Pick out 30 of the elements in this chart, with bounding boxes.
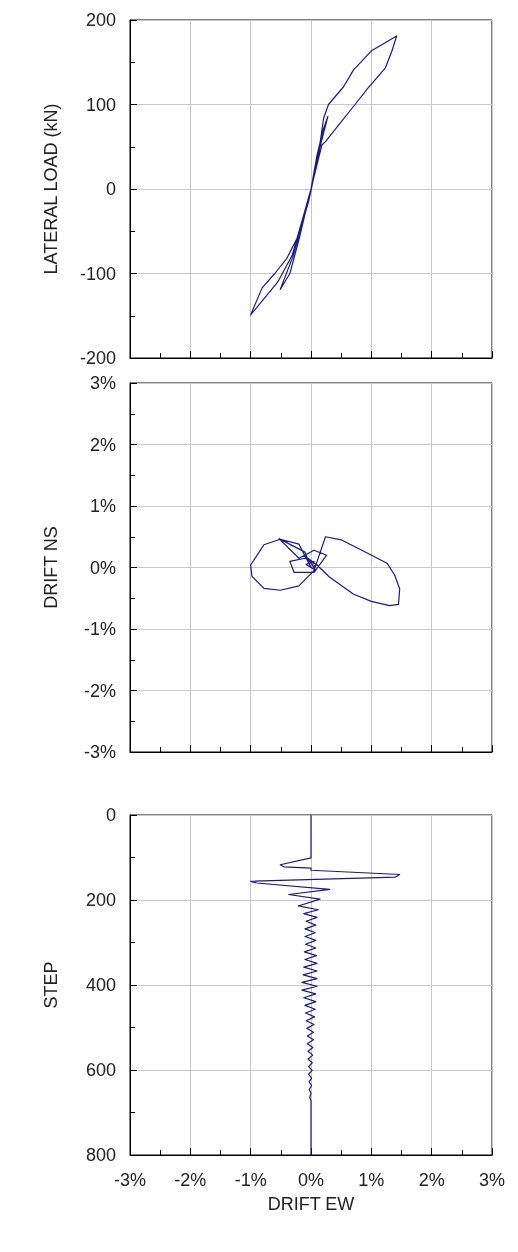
x-tick-label: -1% <box>234 1170 267 1190</box>
y-tick-label: 0 <box>105 805 116 825</box>
y-tick-label: -2% <box>83 680 116 701</box>
y-tick-label: 600 <box>85 1060 116 1080</box>
y-tick-label: 3% <box>89 373 116 393</box>
y-tick-label: 800 <box>85 1145 116 1165</box>
y-axis-title: DRIFT NS <box>41 526 61 609</box>
y-tick-label: 0 <box>105 179 116 199</box>
y-tick-label: 0% <box>89 557 116 578</box>
y-tick-label: 200 <box>85 10 116 30</box>
y-tick-label: 1% <box>89 496 116 516</box>
x-tick-label: 2% <box>418 1170 445 1190</box>
x-tick-label: 0% <box>297 1170 325 1190</box>
y-tick-label: -200 <box>79 348 116 368</box>
y-axis-title: LATERAL LOAD (kN) <box>41 103 61 275</box>
y-tick-label: -100 <box>79 263 116 284</box>
y-tick-label: -1% <box>83 619 116 639</box>
x-axis-title: DRIFT EW <box>267 1194 355 1214</box>
y-axis-title: STEP <box>41 961 61 1009</box>
y-tick-label: 400 <box>85 975 116 995</box>
x-tick-label: -2% <box>174 1170 207 1190</box>
x-tick-label: 3% <box>478 1170 506 1190</box>
y-tick-label: -3% <box>83 742 116 762</box>
y-tick-label: 2% <box>89 434 116 455</box>
line-series <box>250 814 401 1156</box>
y-tick-label: 200 <box>85 890 116 910</box>
x-tick-label: 1% <box>358 1170 385 1190</box>
line-series <box>250 536 401 607</box>
line-series <box>250 35 398 316</box>
y-tick-label: 100 <box>85 94 116 115</box>
